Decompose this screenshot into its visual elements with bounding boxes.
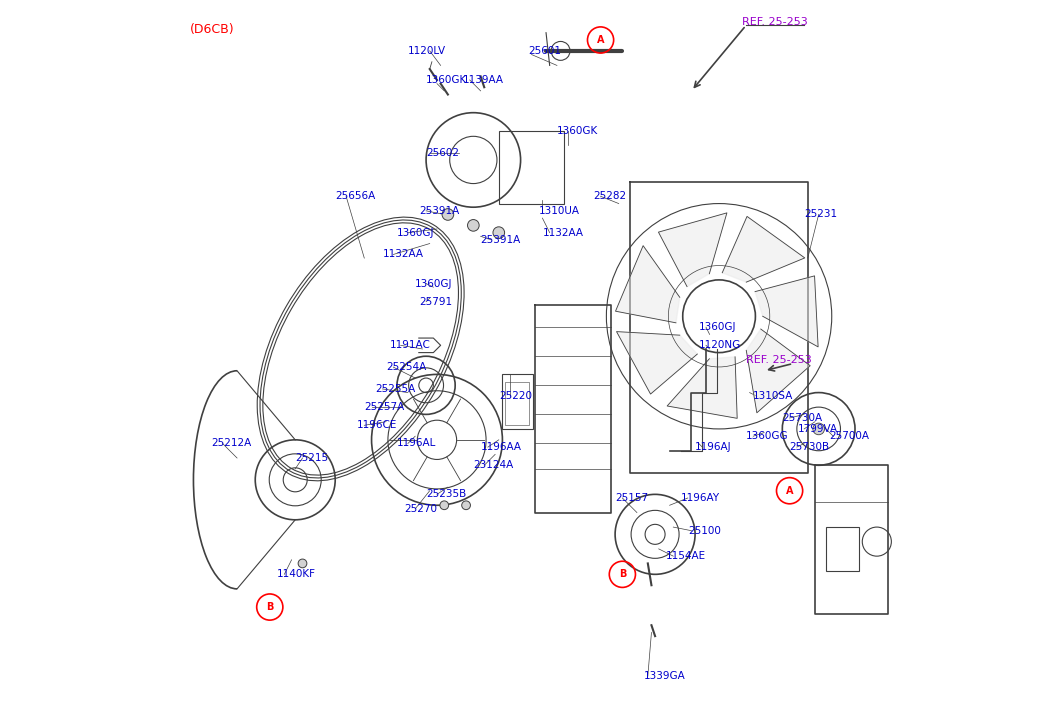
Text: 25730A: 25730A <box>782 413 823 423</box>
Text: 1799VA: 1799VA <box>798 424 839 434</box>
Text: 1360GK: 1360GK <box>557 126 598 136</box>
Text: 1196AL: 1196AL <box>396 438 437 449</box>
Text: 1196AY: 1196AY <box>680 493 720 503</box>
Text: 25791: 25791 <box>419 297 452 307</box>
Circle shape <box>813 423 825 435</box>
Text: 1196AJ: 1196AJ <box>695 442 731 452</box>
Text: 25254A: 25254A <box>386 362 426 372</box>
Text: B: B <box>266 602 273 612</box>
Text: 1360GJ: 1360GJ <box>396 228 435 238</box>
Text: 25602: 25602 <box>426 148 459 158</box>
Text: 25391A: 25391A <box>419 206 459 216</box>
Text: 25212A: 25212A <box>212 438 252 449</box>
Text: 25730B: 25730B <box>790 442 830 452</box>
Text: A: A <box>786 486 793 496</box>
Polygon shape <box>746 329 810 413</box>
Circle shape <box>468 220 479 231</box>
Text: (D6CB): (D6CB) <box>190 23 235 36</box>
Text: REF. 25-253: REF. 25-253 <box>742 17 808 27</box>
Text: 1310SA: 1310SA <box>754 391 794 401</box>
Bar <box>503 374 533 429</box>
Text: 25215: 25215 <box>296 453 328 463</box>
Text: 25700A: 25700A <box>829 431 870 441</box>
Circle shape <box>461 501 471 510</box>
Text: 25100: 25100 <box>688 526 721 536</box>
Text: 1360GK: 1360GK <box>426 75 468 85</box>
Text: 1196AA: 1196AA <box>480 442 522 452</box>
Text: 1310UA: 1310UA <box>539 206 579 216</box>
Text: 25270: 25270 <box>404 504 437 514</box>
Text: 1360GJ: 1360GJ <box>416 278 453 289</box>
Text: 1132AA: 1132AA <box>542 228 584 238</box>
Bar <box>826 527 859 571</box>
Polygon shape <box>668 357 737 418</box>
Polygon shape <box>615 246 679 323</box>
Text: 1191AC: 1191AC <box>390 340 431 350</box>
Circle shape <box>298 559 307 568</box>
Text: 1140KF: 1140KF <box>277 569 316 579</box>
Text: 1196CE: 1196CE <box>357 420 398 430</box>
Text: 1360GG: 1360GG <box>746 431 789 441</box>
Polygon shape <box>658 213 727 286</box>
Text: 25601: 25601 <box>528 46 561 56</box>
Text: 1154AE: 1154AE <box>667 551 706 561</box>
Circle shape <box>442 209 454 220</box>
Text: 1120LV: 1120LV <box>408 46 446 56</box>
Text: 25656A: 25656A <box>335 191 375 201</box>
Text: REF. 25-253: REF. 25-253 <box>746 355 812 365</box>
Text: 25282: 25282 <box>593 191 626 201</box>
Polygon shape <box>722 217 805 282</box>
Text: 25231: 25231 <box>804 209 838 220</box>
Circle shape <box>493 227 505 238</box>
Text: 25257A: 25257A <box>365 402 405 412</box>
Text: 25255A: 25255A <box>375 384 416 394</box>
Text: 1120NG: 1120NG <box>698 340 741 350</box>
Text: 1339GA: 1339GA <box>644 671 686 681</box>
Text: 1360GJ: 1360GJ <box>698 322 737 332</box>
Polygon shape <box>617 332 697 394</box>
Text: 1139AA: 1139AA <box>462 75 504 85</box>
Text: A: A <box>596 35 604 45</box>
Text: 23124A: 23124A <box>473 460 513 470</box>
Circle shape <box>440 501 449 510</box>
Text: 25220: 25220 <box>499 391 532 401</box>
Text: B: B <box>619 569 626 579</box>
Text: 25235B: 25235B <box>426 489 467 499</box>
Text: 1132AA: 1132AA <box>383 249 423 260</box>
Text: 25157: 25157 <box>615 493 648 503</box>
Bar <box>505 382 529 425</box>
Text: 25391A: 25391A <box>480 235 521 245</box>
Polygon shape <box>755 276 819 347</box>
